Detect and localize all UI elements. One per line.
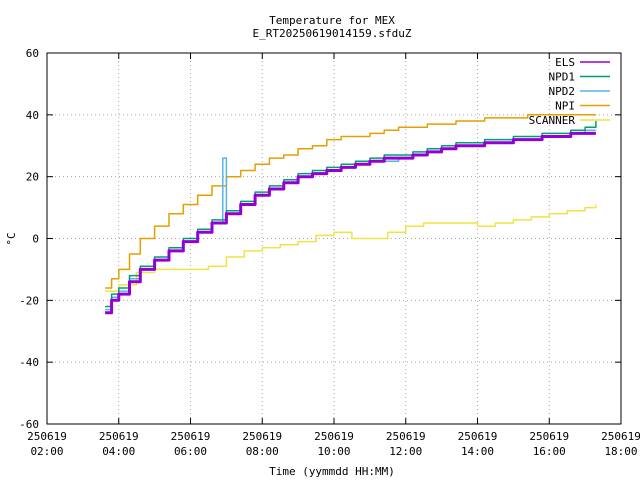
y-axis-label: °C — [5, 232, 18, 245]
y-tick-label: 20 — [26, 171, 39, 184]
x-tick-time-label: 18:00 — [604, 445, 637, 458]
series-line-scanner — [105, 204, 597, 292]
y-tick-label: 60 — [26, 47, 39, 60]
x-tick-time-label: 16:00 — [533, 445, 566, 458]
legend-label-npi: NPI — [555, 100, 575, 113]
legend-label-npd1: NPD1 — [549, 71, 576, 84]
x-tick-time-label: 14:00 — [461, 445, 494, 458]
x-tick-time-label: 12:00 — [389, 445, 422, 458]
x-tick-date-label: 250619 — [242, 430, 282, 443]
x-tick-date-label: 250619 — [386, 430, 426, 443]
x-tick-date-label: 250619 — [314, 430, 354, 443]
chart-title: Temperature for MEX — [269, 14, 395, 27]
chart-subtitle: E_RT20250619014159.sfduZ — [253, 27, 412, 40]
x-tick-time-label: 08:00 — [246, 445, 279, 458]
plot-frame — [46, 52, 622, 425]
x-tick-time-label: 06:00 — [174, 445, 207, 458]
axis-ticks: -60 -40 -20 0 20 40 60 250619 02:00 250619 04:00 25… — [19, 47, 640, 458]
x-tick-date-label: 250619 — [171, 430, 211, 443]
series-line-npi — [105, 114, 596, 289]
y-tick-label: -60 — [19, 418, 39, 431]
y-tick-label: 0 — [32, 233, 39, 246]
legend-label-npd2: NPD2 — [549, 85, 576, 98]
x-axis-label: Time (yymmdd HH:MM) — [269, 465, 395, 478]
x-tick-date-label: 250619 — [601, 430, 640, 443]
x-tick-date-label: 250619 — [27, 430, 67, 443]
x-tick-time-label: 02:00 — [30, 445, 63, 458]
legend-label-els: ELS — [555, 56, 575, 69]
grid — [47, 53, 621, 424]
y-tick-label: 40 — [26, 109, 39, 122]
y-tick-label: -40 — [19, 356, 39, 369]
x-tick-date-label: 250619 — [99, 430, 139, 443]
x-tick-date-label: 250619 — [529, 430, 569, 443]
series-group — [105, 114, 597, 315]
x-tick-time-label: 10:00 — [317, 445, 350, 458]
legend-label-scanner: SCANNER — [529, 114, 576, 127]
y-tick-label: -20 — [19, 294, 39, 307]
x-tick-date-label: 250619 — [458, 430, 498, 443]
x-tick-time-label: 04:00 — [102, 445, 135, 458]
series-line-els — [105, 131, 596, 315]
